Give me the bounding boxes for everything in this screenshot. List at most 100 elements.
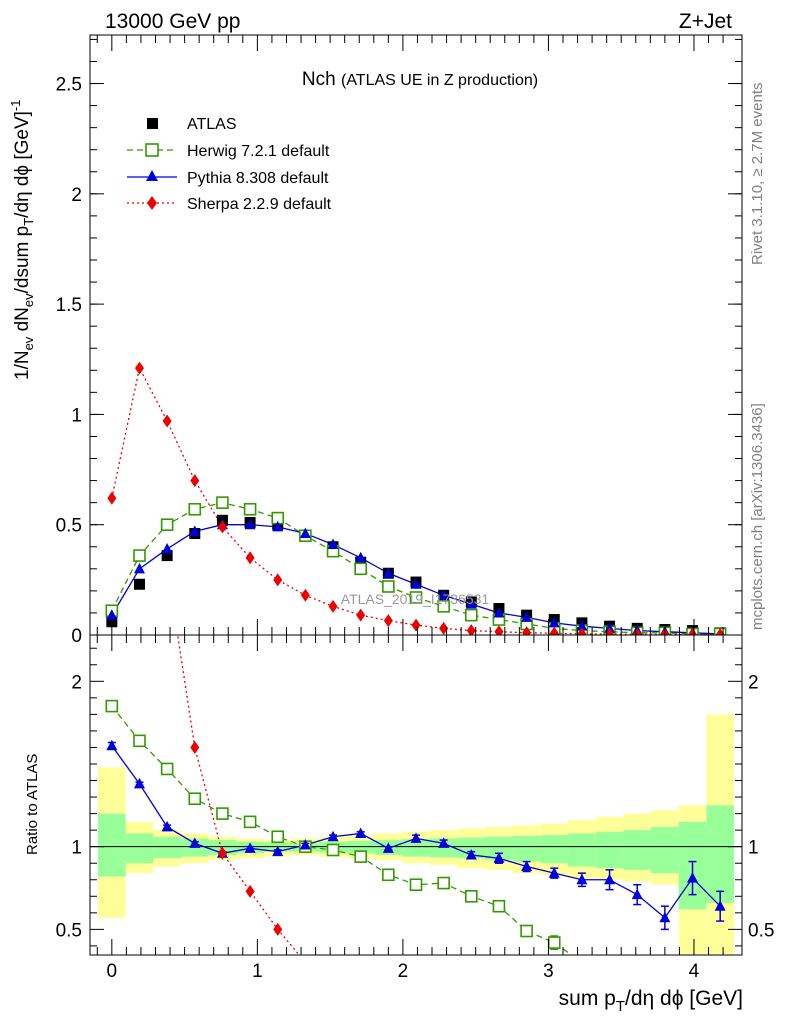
x-tick-label: 1 <box>252 961 263 982</box>
main-point-herwig <box>188 502 202 516</box>
ratio-point-herwig <box>354 850 367 863</box>
ratio-point-pythia <box>714 900 726 911</box>
main-point-pythia <box>106 609 118 620</box>
main-title: Nch (ATLAS UE in Z production) <box>302 69 538 90</box>
x-tick-label: 2 <box>398 961 409 982</box>
ratio-point-pythia <box>161 820 173 832</box>
ratio-y-tick-label: 1 <box>71 838 82 859</box>
main-point-sherpa <box>300 588 310 602</box>
main-point-pythia <box>161 542 173 554</box>
ratio-axes: 0.5 0.5 1 1 2 2 0 1 2 3 4 <box>56 635 774 982</box>
legend: ATLAS Herwig 7.2.1 default Pythia 8.308 … <box>127 116 332 213</box>
main-point-herwig <box>216 496 229 509</box>
main-point-herwig <box>354 562 367 576</box>
main-point-pythia <box>133 562 145 574</box>
main-point-sherpa <box>162 414 172 428</box>
legend-marker-sherpa <box>147 196 157 210</box>
band-green <box>457 837 486 859</box>
main-point-sherpa <box>328 599 338 613</box>
main-point-sherpa <box>107 491 117 505</box>
ratio-point-pythia <box>659 911 671 923</box>
ratio-point-pythia <box>133 777 145 789</box>
x-axis-label: sum pT/dη dϕ [GeV] <box>559 987 743 1015</box>
ratio-point-herwig <box>160 762 174 776</box>
watermark: ATLAS_2019_I1736531 <box>341 591 490 607</box>
main-y-tick-label: 0 <box>71 626 82 647</box>
ratio-point-pythia <box>438 837 450 848</box>
band-green <box>153 836 181 859</box>
ratio-point-herwig <box>520 924 533 938</box>
ratio-point-herwig <box>547 936 561 949</box>
main-point-sherpa <box>190 474 200 488</box>
ratio-line-sherpa <box>177 635 301 955</box>
main-subtitle-text: (ATLAS UE in Z production) <box>341 72 538 89</box>
ratio-point-pythia <box>465 848 477 860</box>
main-point-pythia <box>355 551 367 563</box>
ratio-y-axis-label: Ratio to ATLAS <box>24 754 41 855</box>
ratio-point-herwig <box>105 699 119 713</box>
ratio-point-sherpa <box>273 922 283 936</box>
main-plot-area <box>105 361 727 635</box>
main-point-sherpa <box>134 361 144 375</box>
ratio-frame <box>89 634 743 956</box>
ratio-point-herwig <box>409 878 423 892</box>
ratio-point-pythia <box>299 839 311 850</box>
main-point-atlas <box>161 550 173 562</box>
band-green <box>485 836 513 860</box>
ratio-point-herwig <box>382 868 395 882</box>
main-point-sherpa <box>439 621 449 635</box>
main-point-sherpa <box>356 608 366 622</box>
band-green <box>512 835 541 862</box>
main-panel: ATLAS_2019_I1736531 Nch (ATLAS UE in Z p… <box>56 34 743 647</box>
main-point-herwig <box>133 549 146 562</box>
ratio-point-herwig <box>188 792 202 806</box>
main-point-sherpa <box>273 573 283 587</box>
main-point-sherpa <box>549 626 559 635</box>
ratio-y-tick-label-right: 1 <box>748 838 759 859</box>
ratio-point-sherpa <box>245 884 255 898</box>
ratio-y-tick-label: 0.5 <box>56 920 82 941</box>
main-point-sherpa <box>217 520 227 534</box>
band-green <box>706 805 734 903</box>
ratio-point-sherpa <box>190 740 200 754</box>
main-point-pythia <box>327 538 339 550</box>
main-y-tick-label: 1 <box>71 405 82 426</box>
ratio-y-tick-label-right: 0.5 <box>748 920 774 941</box>
ratio-plot-area <box>90 635 742 969</box>
main-axes: 0 0.5 1 1.5 2 2.5 <box>56 35 742 647</box>
main-point-sherpa <box>632 627 642 635</box>
x-tick-label: 3 <box>543 961 554 982</box>
main-point-sherpa <box>605 627 615 635</box>
main-point-herwig <box>382 580 395 593</box>
main-point-herwig <box>160 518 174 532</box>
ratio-point-sherpa <box>217 846 227 860</box>
ratio-point-sherpa <box>301 956 310 969</box>
main-y-tick-label: 0.5 <box>56 516 82 537</box>
ratio-point-herwig <box>216 807 229 820</box>
band-green <box>540 835 569 864</box>
legend-item-atlas: ATLAS <box>147 116 237 133</box>
ratio-panel: 0.5 0.5 1 1 2 2 0 1 2 3 4 <box>56 634 774 982</box>
header-left: 13000 GeV pp <box>105 10 240 33</box>
band-green <box>623 830 652 870</box>
ratio-point-herwig <box>271 830 285 844</box>
legend-item-pythia: Pythia 8.308 default <box>127 170 329 187</box>
ratio-point-pythia <box>687 872 699 883</box>
band-green <box>429 838 458 858</box>
main-point-herwig <box>465 608 478 622</box>
main-point-pythia <box>576 620 588 631</box>
ratio-point-herwig <box>576 957 587 968</box>
main-point-pythia <box>465 598 477 609</box>
main-point-pythia <box>382 567 394 578</box>
main-point-sherpa <box>688 628 698 635</box>
band-green <box>125 833 154 864</box>
main-point-pythia <box>410 578 422 589</box>
main-point-pythia <box>272 520 284 532</box>
band-green <box>595 831 624 869</box>
ratio-point-herwig <box>465 889 478 903</box>
main-point-sherpa <box>245 551 255 565</box>
ratio-point-pythia <box>189 837 201 848</box>
main-point-sherpa <box>522 626 532 635</box>
main-y-axis-label: 1/Nev dNev/dsum pT/dη dϕ [GeV]-1 <box>8 100 36 381</box>
ratio-point-herwig <box>492 899 506 913</box>
